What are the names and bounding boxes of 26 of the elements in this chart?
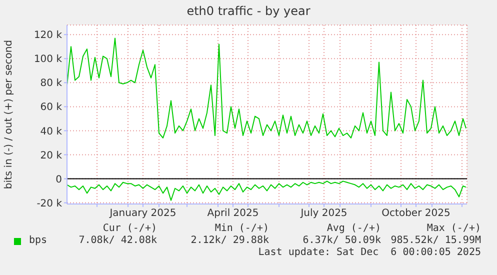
text: Min (-/+): [214, 223, 269, 235]
y-axis-title: bits in (-) / out (+) per second: [4, 40, 15, 190]
text: Max (-/+): [426, 223, 481, 235]
y-tick-label: 80 k: [40, 78, 62, 90]
x-tick-label: July 2025: [300, 208, 348, 220]
y-tick-label: 0: [56, 174, 62, 186]
line-series: [67, 38, 466, 138]
y-tick-label: -20 k: [36, 198, 62, 210]
line-series: [67, 180, 466, 201]
text: 7.08k/ 42.08k: [78, 235, 157, 247]
text: Avg (-/+): [326, 223, 381, 235]
x-tick-label: April 2025: [207, 208, 259, 220]
y-tick-label: 60 k: [40, 102, 62, 114]
text: Cur (-/+): [102, 223, 157, 235]
text: Last update: Sat Dec 6 00:00:05 2025: [257, 247, 482, 259]
x-tick-label: January 2025: [108, 208, 176, 220]
y-tick-label: 120 k: [34, 30, 62, 42]
y-tick-label: 20 k: [40, 150, 62, 162]
text: 2.12k/ 29.88k: [190, 235, 269, 247]
legend-label: bps: [29, 235, 48, 247]
chart-title: eth0 traffic - by year: [186, 3, 312, 20]
text: 985.52k/ 15.99M: [390, 235, 481, 247]
x-tick-label: October 2025: [382, 208, 450, 220]
text: 6.37k/ 50.09k: [302, 235, 381, 247]
y-tick-label: 100 k: [34, 54, 62, 66]
y-tick-label: 40 k: [40, 126, 62, 138]
